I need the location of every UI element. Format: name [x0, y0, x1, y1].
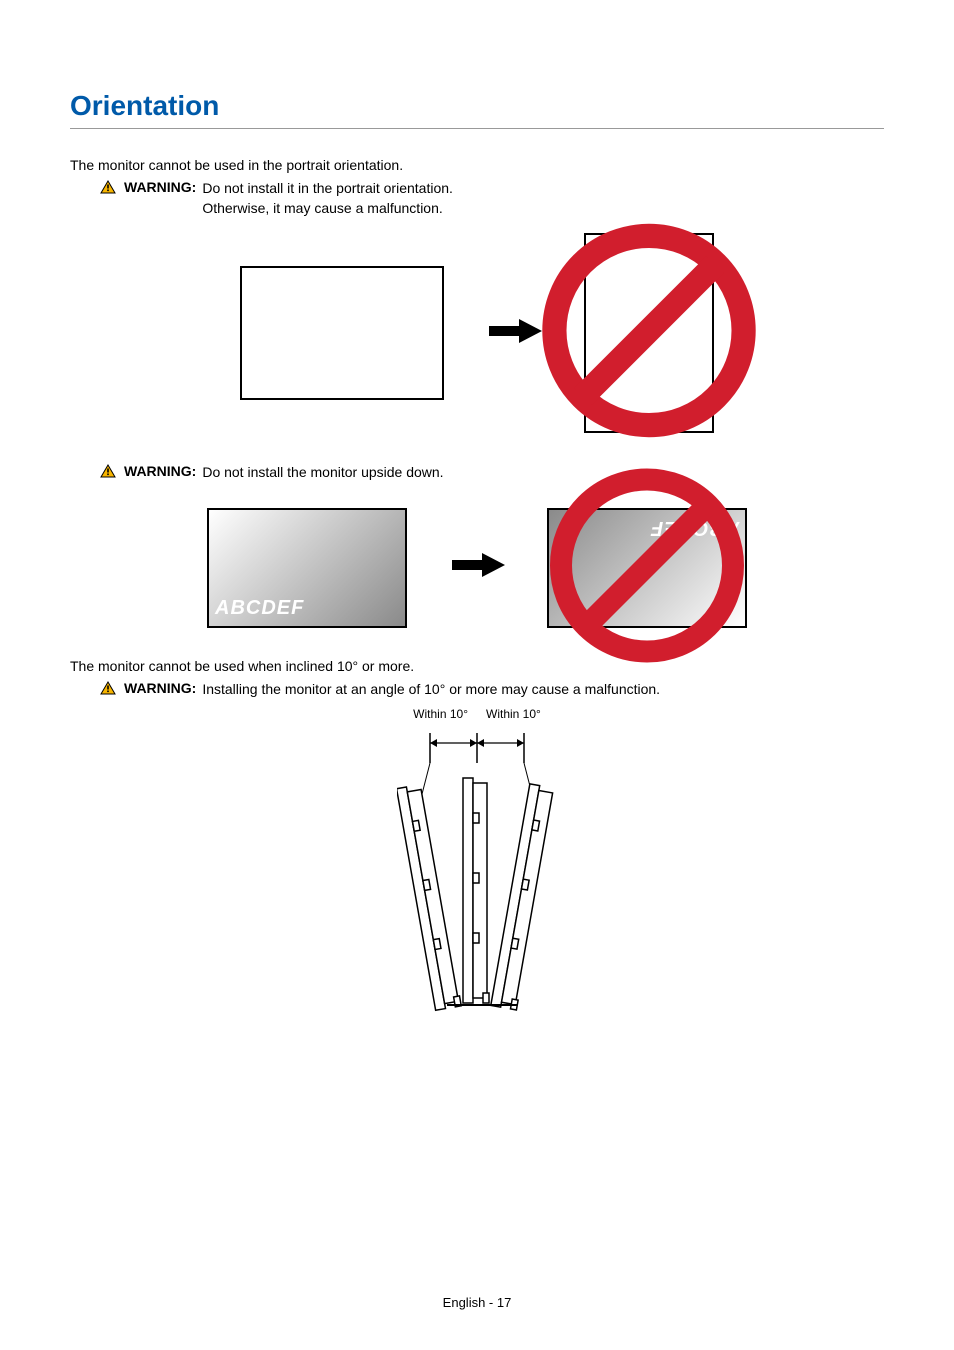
- warning-2-line1: Do not install the monitor upside down.: [202, 464, 443, 480]
- monitor-text-upside: ABCDEF: [650, 516, 739, 539]
- intro-text-2: The monitor cannot be used when inclined…: [70, 658, 884, 674]
- page-title: Orientation: [70, 90, 884, 129]
- warning-1-line1: Do not install it in the portrait orient…: [202, 180, 453, 196]
- arrow-icon: [484, 316, 544, 351]
- warning-label: WARNING:: [124, 463, 196, 479]
- warning-3-line1: Installing the monitor at an angle of 10…: [202, 681, 660, 697]
- intro-text-1: The monitor cannot be used in the portra…: [70, 157, 884, 173]
- warning-text: Installing the monitor at an angle of 10…: [202, 680, 884, 700]
- warning-3: WARNING: Installing the monitor at an an…: [100, 680, 884, 700]
- monitor-normal: ABCDEF: [207, 508, 407, 628]
- page-footer: English - 17: [0, 1295, 954, 1310]
- incline-left-label: Within 10°: [413, 707, 468, 721]
- monitor-text: ABCDEF: [215, 597, 304, 620]
- warning-text: Do not install the monitor upside down.: [202, 463, 884, 483]
- warning-2: WARNING: Do not install the monitor upsi…: [100, 463, 884, 483]
- incline-right-label: Within 10°: [486, 707, 541, 721]
- monitor-upside: ABCDEF: [547, 508, 747, 628]
- arrow-icon: [447, 550, 507, 585]
- landscape-monitor: [240, 266, 444, 400]
- upside-prohibit-wrap: ABCDEF: [547, 508, 747, 628]
- warning-1: WARNING: Do not install it in the portra…: [100, 179, 884, 218]
- warning-1-line2: Otherwise, it may cause a malfunction.: [202, 200, 442, 216]
- warning-label: WARNING:: [124, 179, 196, 195]
- warning-icon: [100, 180, 116, 197]
- diagram-portrait-prohibit: [70, 233, 884, 433]
- warning-label: WARNING:: [124, 680, 196, 696]
- incline-diagram: Within 10° Within 10°: [70, 707, 884, 1013]
- incline-labels: Within 10° Within 10°: [413, 707, 541, 721]
- page: Orientation The monitor cannot be used i…: [0, 0, 954, 1350]
- warning-text: Do not install it in the portrait orient…: [202, 179, 884, 218]
- warning-icon: [100, 464, 116, 481]
- portrait-prohibit-wrap: [584, 233, 714, 433]
- portrait-monitor: [584, 233, 714, 433]
- diagram-upside-prohibit: ABCDEF ABCDEF: [70, 508, 884, 628]
- warning-icon: [100, 681, 116, 698]
- incline-svg: [397, 723, 557, 1013]
